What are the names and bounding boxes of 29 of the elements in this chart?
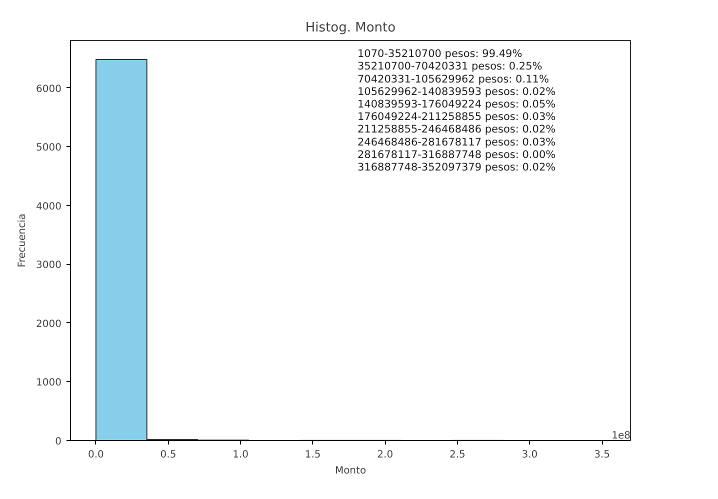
annotation: 140839593-176049224 pesos: 0.05%	[358, 98, 556, 110]
x-tick-label: 2.5	[449, 450, 466, 460]
x-tick-label: 1.0	[232, 450, 248, 460]
y-tick-label: 5000	[36, 142, 62, 154]
annotation: 176049224-211258855 pesos: 0.03%	[358, 111, 556, 124]
annotation: 1070-35210700 pesos: 99.49%	[358, 48, 522, 60]
y-tick-label: 2000	[36, 318, 62, 330]
annotation: 1e8	[612, 430, 631, 442]
y-tick-label: 1000	[36, 378, 62, 389]
y-tick-label: 4000	[36, 201, 62, 212]
annotation: 35210700-70420331 pesos: 0.25%	[358, 60, 542, 73]
y-tick-label: 3000	[36, 260, 62, 272]
x-axis-title: Monto	[334, 466, 366, 476]
y-tick-label: 6000	[36, 84, 62, 95]
y-tick-label: 0	[55, 436, 62, 448]
x-tick-label: 3.0	[522, 450, 538, 460]
x-tick-label: 0.0	[88, 450, 104, 460]
annotation: 246468486-281678117 pesos: 0.03%	[358, 136, 556, 148]
x-tick-label: 2.0	[377, 450, 394, 460]
annotation: 211258855-246468486 pesos: 0.02%	[358, 124, 556, 136]
y-axis-title: Frecuencia	[17, 214, 28, 268]
x-tick-label: 3.5	[594, 450, 610, 460]
chart-title: Histog. Monto	[305, 20, 396, 36]
x-tick-label: 0.5	[160, 450, 176, 460]
annotation: 70420331-105629962 pesos: 0.11%	[358, 73, 549, 86]
annotation: 281678117-316887748 pesos: 0.00%	[358, 148, 556, 161]
annotation: 105629962-140839593 pesos: 0.02%	[358, 86, 556, 98]
x-tick-label: 1.5	[304, 450, 321, 460]
annotation: 316887748-352097379 pesos: 0.02%	[358, 162, 556, 174]
